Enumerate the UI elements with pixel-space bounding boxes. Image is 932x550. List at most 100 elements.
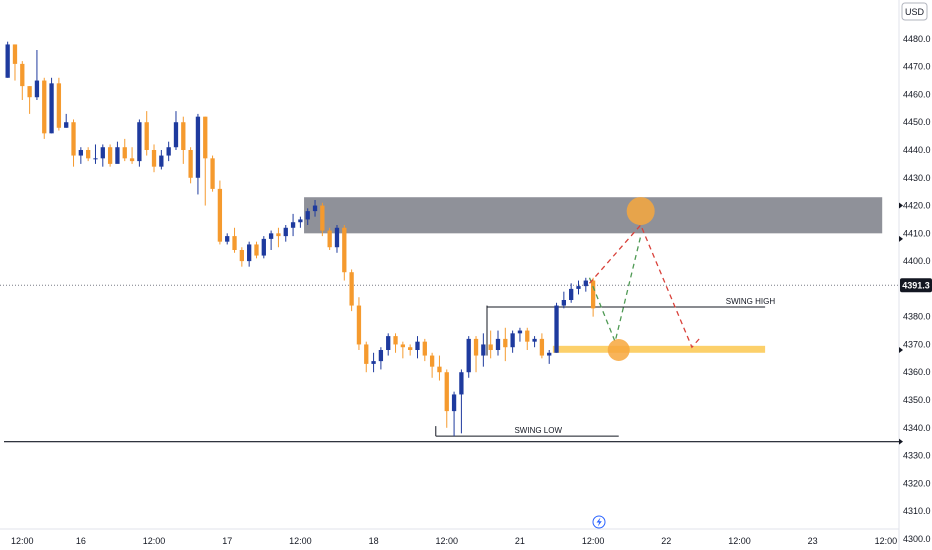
candle[interactable]	[100, 144, 105, 167]
candle[interactable]	[547, 350, 552, 364]
candle[interactable]	[451, 391, 457, 437]
candle[interactable]	[525, 327, 530, 350]
candle[interactable]	[583, 277, 588, 292]
candle[interactable]	[437, 355, 442, 381]
candle[interactable]	[415, 336, 420, 359]
candle[interactable]	[517, 327, 523, 342]
candle[interactable]	[561, 291, 567, 309]
candle[interactable]	[408, 344, 413, 356]
candle[interactable]	[290, 213, 296, 237]
candle-body	[107, 147, 113, 164]
candle[interactable]	[254, 241, 259, 259]
candle[interactable]	[342, 225, 347, 281]
candle[interactable]	[144, 111, 149, 156]
candle[interactable]	[225, 233, 230, 245]
candle[interactable]	[378, 347, 384, 370]
replay-icon[interactable]	[592, 515, 606, 529]
candle[interactable]	[503, 327, 508, 362]
candle[interactable]	[510, 330, 515, 353]
target-circles-layer	[607, 197, 655, 361]
candle[interactable]	[71, 119, 76, 167]
candle[interactable]	[283, 225, 288, 242]
candle[interactable]	[49, 77, 54, 134]
candle[interactable]	[210, 155, 215, 192]
price-axis[interactable]: 4480.0 4470.0 4460.0 4450.0 4440.0 4430.0 4420…	[899, 34, 931, 544]
candle[interactable]	[181, 116, 186, 164]
candle[interactable]	[320, 202, 325, 237]
candle[interactable]	[64, 113, 69, 128]
candle-body	[261, 238, 266, 256]
candle[interactable]	[107, 144, 113, 167]
candle[interactable]	[137, 119, 142, 167]
candle[interactable]	[188, 147, 193, 184]
candle[interactable]	[276, 227, 281, 248]
candle[interactable]	[12, 44, 18, 81]
candle-body	[71, 122, 76, 156]
candle-body	[239, 250, 244, 262]
candle[interactable]	[173, 111, 179, 150]
candle-body	[583, 280, 588, 287]
candle[interactable]	[569, 283, 574, 303]
candle-body	[349, 272, 354, 306]
time-axis[interactable]: 12:00 16 12:00 17 12:00 18 12:00 21 12:00 22 12:00…	[11, 536, 897, 546]
candle[interactable]	[261, 236, 266, 259]
candle[interactable]	[122, 138, 127, 162]
candle[interactable]	[203, 116, 208, 206]
candle[interactable]	[20, 61, 25, 100]
candle[interactable]	[429, 352, 435, 378]
candles-layer[interactable]	[5, 41, 596, 437]
swing-label-1: SWING LOW	[514, 426, 562, 435]
candle[interactable]	[129, 147, 135, 164]
candle[interactable]	[247, 241, 252, 267]
candle[interactable]	[195, 113, 201, 195]
currency-badge[interactable]: USD	[901, 2, 928, 21]
candle[interactable]	[400, 341, 405, 359]
candle[interactable]	[239, 247, 244, 267]
current-price-badge: 4391.3	[900, 278, 932, 293]
candle[interactable]	[166, 141, 171, 162]
candle[interactable]	[539, 333, 545, 359]
candle[interactable]	[56, 77, 62, 131]
candle[interactable]	[115, 141, 120, 164]
candle[interactable]	[444, 369, 449, 428]
candle[interactable]	[5, 41, 10, 78]
candle[interactable]	[93, 144, 98, 164]
candle[interactable]	[268, 230, 274, 250]
candle[interactable]	[364, 341, 369, 373]
candle[interactable]	[349, 269, 354, 312]
candle[interactable]	[78, 147, 83, 164]
candle[interactable]	[393, 333, 398, 353]
candle[interactable]	[159, 150, 164, 170]
time-tick-label: 17	[222, 536, 232, 546]
candle[interactable]	[305, 208, 310, 225]
candle[interactable]	[481, 333, 486, 367]
candle[interactable]	[488, 330, 493, 359]
candle[interactable]	[217, 180, 223, 245]
candle[interactable]	[312, 200, 318, 217]
candle[interactable]	[34, 50, 40, 100]
candle[interactable]	[554, 302, 559, 353]
candle[interactable]	[151, 144, 157, 173]
candle[interactable]	[327, 227, 332, 250]
candle[interactable]	[334, 225, 340, 253]
candle[interactable]	[356, 297, 362, 350]
candle[interactable]	[532, 336, 537, 348]
candle[interactable]	[576, 280, 581, 295]
price-tick-label: 4370.0	[903, 339, 931, 349]
candle[interactable]	[590, 277, 596, 317]
candle[interactable]	[422, 338, 427, 362]
candle[interactable]	[466, 336, 471, 378]
candle-body	[20, 63, 25, 87]
candle[interactable]	[27, 86, 32, 114]
price-tick-label: 4340.0	[903, 423, 931, 433]
candle[interactable]	[42, 77, 47, 139]
candle[interactable]	[232, 227, 237, 253]
candle[interactable]	[86, 147, 91, 162]
candle[interactable]	[298, 216, 303, 228]
candle[interactable]	[371, 352, 376, 373]
candle[interactable]	[495, 330, 501, 356]
candle[interactable]	[386, 333, 391, 356]
candle[interactable]	[473, 336, 479, 373]
candle[interactable]	[459, 369, 464, 434]
